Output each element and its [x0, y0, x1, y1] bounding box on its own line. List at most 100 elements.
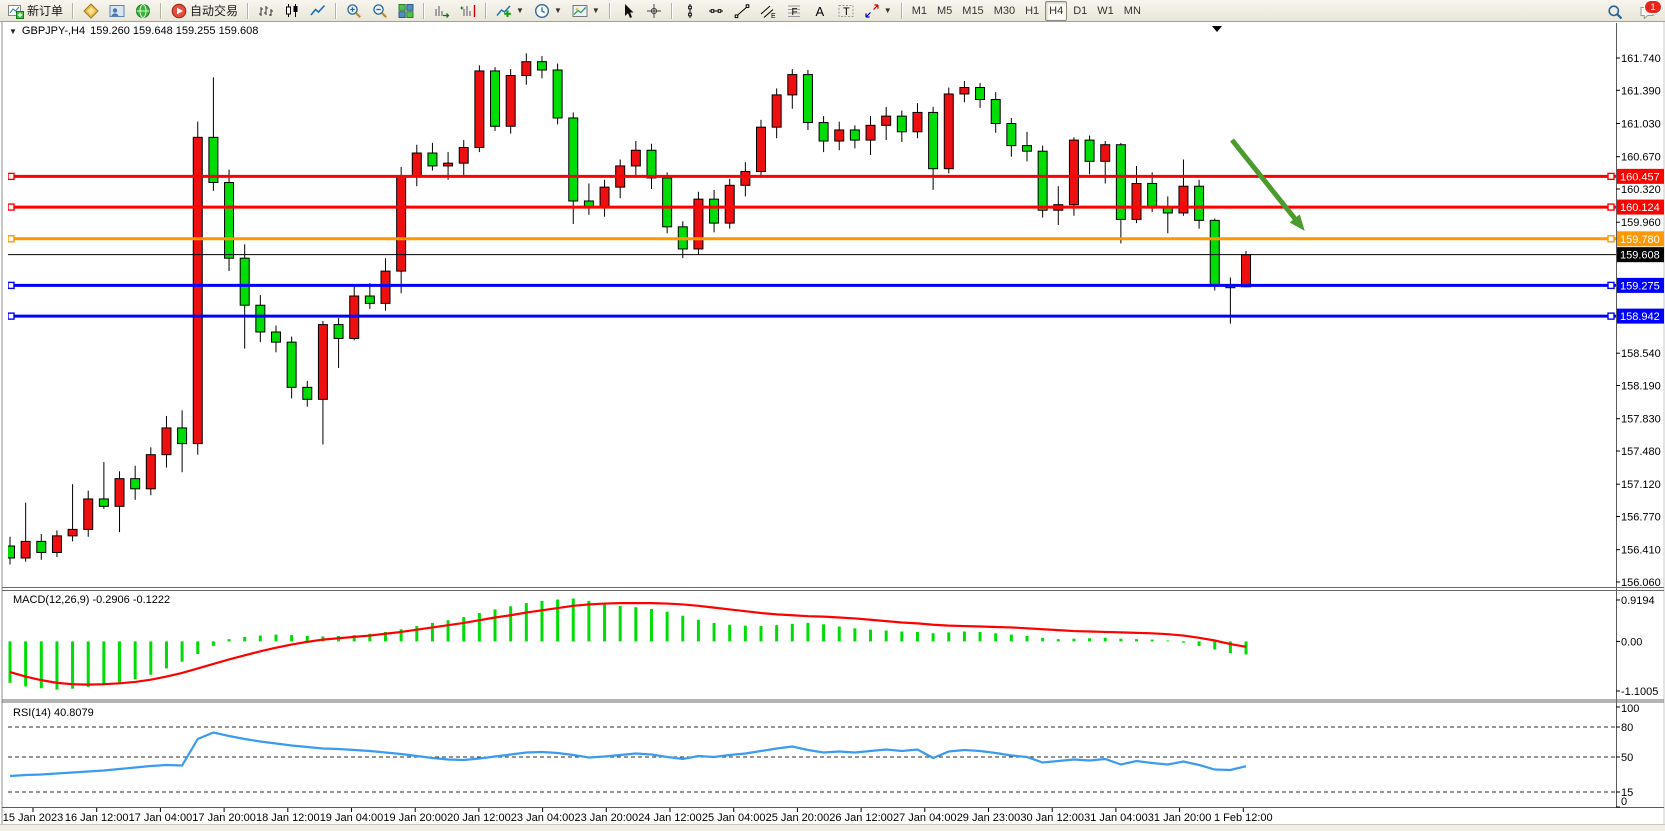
time-axis-label: 27 Jan 04:00	[893, 812, 957, 824]
data-window-button[interactable]	[105, 1, 129, 21]
add-indicator-icon	[496, 5, 511, 17]
text-button[interactable]: A	[808, 1, 832, 21]
arrows-button[interactable]: ▼	[860, 1, 896, 21]
price-label-box-160.124	[1617, 199, 1664, 215]
line-chart-button[interactable]	[306, 1, 330, 21]
chart-symbol-period: GBPJPY-,H4	[21, 25, 86, 37]
hline-anchor-marker[interactable]	[8, 312, 15, 320]
time-axis-label: 23 Jan 20:00	[574, 812, 638, 824]
tf-d1-button-label: D1	[1073, 4, 1088, 17]
rsi-panel: 100 80 50 150	[8, 703, 1639, 808]
hline-anchor-marker[interactable]	[1607, 312, 1615, 320]
crosshair-button[interactable]	[642, 1, 666, 21]
hline-anchor-marker[interactable]	[1607, 281, 1615, 290]
dropdown-caret-icon: ▼	[516, 6, 524, 15]
time-axis-label: 30 Jan 12:00	[1020, 812, 1084, 824]
zoom-out-button[interactable]	[368, 1, 392, 21]
tf-m30-button[interactable]: M30	[990, 1, 1019, 21]
time-axis-label: 29 Jan 23:00	[957, 812, 1021, 824]
templates-button[interactable]: ▼	[568, 1, 604, 21]
autotrading-button-label: 自动交易	[190, 4, 239, 18]
tf-h4-button[interactable]: H4	[1045, 0, 1068, 21]
chart-shift-icon	[460, 4, 476, 17]
svg-text:0.9194: 0.9194	[1621, 595, 1655, 607]
hline-anchor-marker[interactable]	[8, 281, 15, 290]
gold-badge-icon	[83, 2, 99, 19]
price-axis[interactable]: 161.740 161.390 161.030 160.670 160.320 159.9…	[1616, 53, 1664, 589]
tf-w1-button-label: W1	[1097, 4, 1114, 17]
svg-text:50: 50	[1621, 752, 1633, 764]
fibonacci-icon: F	[787, 5, 800, 18]
horizontal-line-button[interactable]	[704, 1, 728, 21]
search-icon	[1608, 5, 1623, 20]
tf-h1-button[interactable]: H1	[1021, 1, 1043, 21]
price-label-box-160.457	[1617, 168, 1664, 184]
label-button[interactable]: T	[834, 1, 858, 21]
chart-shift-marker[interactable]	[1212, 26, 1222, 32]
svg-text:160.124: 160.124	[1620, 202, 1660, 214]
hline-anchor-marker[interactable]	[8, 235, 15, 243]
hline-anchor-marker[interactable]	[1607, 172, 1615, 181]
autotrading-button[interactable]: 自动交易	[167, 1, 242, 21]
macd-signal-line	[9, 602, 1247, 686]
fibonacci-button[interactable]: F	[782, 1, 806, 21]
main-toolbar: 新订单 自动交易 ▼ ▼ ▼ E F A T ▼ M1 M5 M15 M30 H1 H4 D1 W1 MN	[0, 0, 1665, 22]
tf-m5-button-label: M5	[937, 4, 953, 17]
time-axis-label: 25 Jan 04:00	[702, 812, 766, 824]
tf-m15-button[interactable]: M15	[958, 1, 987, 21]
template-icon	[572, 4, 588, 17]
svg-text:161.390: 161.390	[1621, 85, 1661, 97]
vertical-line-button[interactable]	[678, 1, 702, 21]
notifications-button[interactable]: 1	[1635, 0, 1662, 22]
indicators-list-button[interactable]: ▼	[492, 1, 528, 21]
market-watch-button[interactable]	[79, 1, 103, 21]
navigator-button[interactable]	[131, 1, 155, 21]
down-trend-arrow[interactable]	[1230, 138, 1298, 222]
time-axis-label: 23 Jan 04:00	[511, 812, 575, 824]
bottom-scroll-strip[interactable]	[0, 824, 1665, 831]
chart-shift-button[interactable]	[456, 1, 480, 21]
hline-anchor-marker[interactable]	[1607, 235, 1615, 243]
svg-text:158.942: 158.942	[1620, 311, 1660, 323]
svg-text:160.457: 160.457	[1620, 171, 1660, 183]
text-a-icon: A	[815, 4, 824, 19]
clock-icon	[534, 3, 549, 18]
cursor-button[interactable]	[616, 1, 640, 21]
zoom-in-icon	[347, 3, 362, 18]
arrow-head[interactable]	[1289, 214, 1305, 231]
time-axis-label: 17 Jan 20:00	[192, 812, 256, 824]
zoom-in-button[interactable]	[342, 1, 366, 21]
hline-anchor-marker[interactable]	[8, 203, 15, 211]
price-label-box-159.275	[1617, 277, 1664, 293]
tile-windows-button[interactable]	[394, 1, 418, 21]
bar-chart-button[interactable]	[254, 1, 278, 21]
hline-anchor-marker[interactable]	[8, 172, 15, 181]
user-window-icon	[109, 4, 125, 17]
new-order-button[interactable]: 新订单	[4, 1, 67, 21]
tf-m5-button[interactable]: M5	[933, 1, 956, 21]
periods-button[interactable]: ▼	[530, 1, 566, 21]
auto-scroll-button[interactable]	[430, 1, 454, 21]
crosshair-icon	[646, 3, 661, 18]
candlestick-button[interactable]	[280, 1, 304, 21]
hline-anchor-marker[interactable]	[1607, 203, 1615, 211]
tf-d1-button[interactable]: D1	[1069, 1, 1091, 21]
channel-button[interactable]: E	[756, 1, 780, 21]
chevron-down-icon[interactable]: ▼	[9, 26, 17, 36]
tf-m1-button[interactable]: M1	[908, 1, 931, 21]
search-button[interactable]	[1603, 2, 1627, 22]
chart-plus-icon	[8, 4, 24, 19]
rsi-indicator-label: RSI(14) 40.8079	[13, 707, 94, 719]
cursor-icon	[624, 3, 634, 18]
tf-m1-button-label: M1	[911, 4, 927, 17]
tf-mn-button[interactable]: MN	[1120, 1, 1145, 21]
chart-annotations[interactable]	[1212, 26, 1305, 231]
time-axis[interactable]: 15 Jan 2023 16 Jan 12:00 17 Jan 04:00 17 Ja…	[3, 808, 1273, 824]
svg-text:160.670: 160.670	[1621, 152, 1661, 164]
time-axis-label: 1 Feb 12:00	[1214, 812, 1273, 824]
trendline-button[interactable]	[730, 1, 754, 21]
tf-w1-button[interactable]: W1	[1093, 1, 1118, 21]
horizontal-line-objects[interactable]	[8, 172, 1616, 320]
svg-text:158.190: 158.190	[1621, 380, 1661, 392]
